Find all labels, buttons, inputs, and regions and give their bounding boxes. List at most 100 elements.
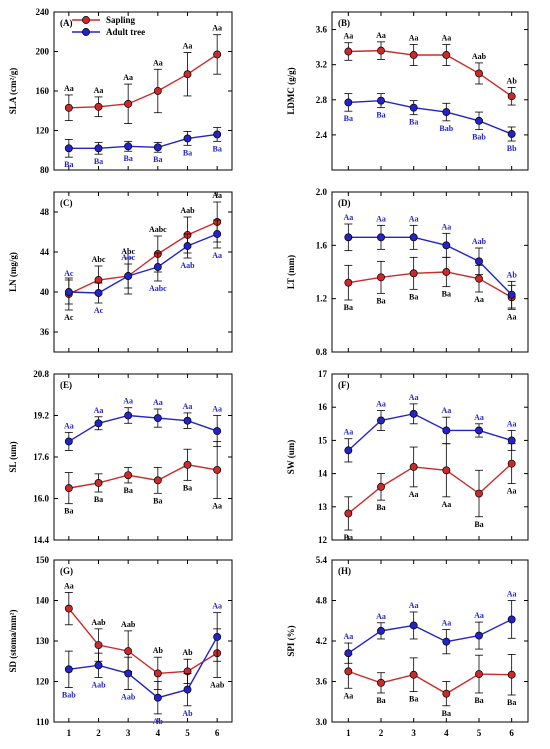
y-tick-label: 1.6	[316, 240, 328, 250]
significance-label: Aa	[123, 397, 133, 406]
significance-label: Aa	[441, 222, 451, 231]
data-point	[344, 649, 353, 658]
significance-label: Ba	[507, 698, 516, 707]
y-tick-label: 240	[36, 7, 50, 17]
y-tick-label: 5.4	[316, 555, 328, 565]
significance-label: Ab	[153, 646, 164, 655]
y-tick-label: 12	[318, 535, 328, 545]
chart-panel-8: 3.0 3.6 4.2 4.8 5.4 1 2 3 4 5 6 SPI (%) (H) Aa Ba Ba Ba B…	[286, 555, 529, 738]
data-point	[442, 689, 451, 698]
significance-label: Ab	[153, 717, 164, 726]
significance-label: Aa	[123, 73, 133, 82]
data-point	[94, 641, 103, 650]
data-point	[183, 242, 192, 250]
data-point	[507, 670, 516, 679]
series-line	[68, 464, 218, 489]
significance-label: Aa	[183, 41, 193, 50]
series-line	[68, 133, 218, 149]
series-adult-tree: Ba Ba Ba Bab Bab Bb	[344, 93, 517, 153]
series-sapling: Ba Ba Aa Aa Ba Aa	[344, 443, 517, 542]
x-tick-label: 4	[156, 728, 161, 738]
y-axis-label: LT (mm)	[286, 255, 296, 289]
data-point	[442, 637, 451, 646]
series-adult-tree: Aa Aa Aa Aa Aa Aa	[64, 397, 222, 451]
x-tick-label: 4	[444, 728, 449, 738]
y-tick-label: 2.8	[316, 95, 328, 105]
legend-marker	[82, 16, 90, 24]
significance-label: Aa	[507, 590, 517, 599]
data-point	[442, 466, 451, 475]
data-point	[507, 130, 516, 138]
legend-label: Sapling	[106, 15, 136, 25]
significance-label: Aa	[343, 632, 353, 641]
significance-label: Aa	[343, 428, 353, 437]
data-point	[377, 96, 385, 105]
data-point	[409, 269, 418, 278]
y-tick-label: 140	[36, 596, 50, 606]
significance-label: Bab	[62, 691, 76, 700]
significance-label: Aa	[376, 214, 386, 223]
significance-label: Ba	[376, 696, 385, 705]
significance-label: Ba	[376, 111, 385, 120]
y-axis-label: SLA (cm²/g)	[8, 68, 18, 114]
significance-label: Aa	[343, 213, 353, 222]
series-line	[68, 636, 218, 699]
data-point	[344, 47, 353, 56]
data-point	[94, 419, 103, 428]
y-axis-label: SPI (%)	[286, 625, 296, 656]
plot-frame	[53, 373, 233, 541]
significance-label: Ba	[344, 303, 353, 312]
chart-panel-5: 14.416.017.619.220.8SL (um)(E)BaBaBaBaBa…	[8, 369, 233, 545]
significance-label: Aab	[180, 206, 195, 215]
data-point	[153, 143, 162, 152]
significance-label: Ba	[344, 114, 353, 123]
significance-label: Aa	[474, 611, 484, 620]
significance-label: Aab	[91, 618, 106, 627]
series-sapling: Aa Ba Ba Ba Ba Ba	[343, 654, 516, 718]
x-tick-label: 6	[215, 728, 220, 738]
significance-label: Ba	[64, 160, 73, 169]
data-point	[183, 134, 192, 143]
significance-label: Aa	[212, 24, 222, 33]
series-line	[348, 670, 512, 695]
significance-label: Aa	[212, 602, 222, 611]
significance-label: Aa	[409, 490, 419, 499]
series-line	[68, 233, 218, 294]
significance-label: Ba	[183, 148, 192, 157]
significance-label: Ba	[442, 290, 451, 299]
significance-label: Aa	[441, 33, 451, 42]
data-point	[153, 669, 162, 678]
data-point	[475, 69, 483, 78]
data-point	[377, 416, 385, 425]
significance-label: Ba	[153, 496, 162, 505]
data-point	[94, 276, 103, 284]
data-point	[124, 272, 133, 280]
series-line	[347, 463, 513, 514]
series-line	[348, 236, 513, 296]
data-point	[124, 142, 133, 151]
significance-label: Ba	[123, 154, 132, 163]
data-point	[442, 426, 451, 435]
data-point	[64, 288, 73, 296]
data-point	[153, 414, 162, 423]
y-tick-label: 19.2	[33, 411, 49, 421]
significance-label: Aa	[507, 312, 517, 321]
y-tick-label: 17	[318, 369, 328, 379]
significance-label: Ab	[182, 648, 193, 657]
plot-frame	[53, 559, 233, 723]
data-point	[213, 427, 222, 436]
data-point	[377, 482, 385, 491]
data-point	[183, 685, 192, 694]
y-axis-label: SW (um)	[286, 440, 296, 475]
significance-label: Aa	[441, 406, 451, 415]
y-tick-label: 13	[318, 502, 328, 512]
data-point	[475, 274, 483, 283]
plot-frame	[331, 373, 529, 541]
chart-panel-7: 110 120 130 140 150 1 2 3 4 5 6 SD (stoma/mm²) (G) Aa…	[8, 555, 233, 738]
significance-label: Aab	[121, 693, 136, 702]
data-point	[377, 626, 385, 635]
significance-label: Aa	[64, 581, 74, 590]
series-adult-tree: Aa Aa Aa Aa Aab Ab	[343, 213, 517, 309]
